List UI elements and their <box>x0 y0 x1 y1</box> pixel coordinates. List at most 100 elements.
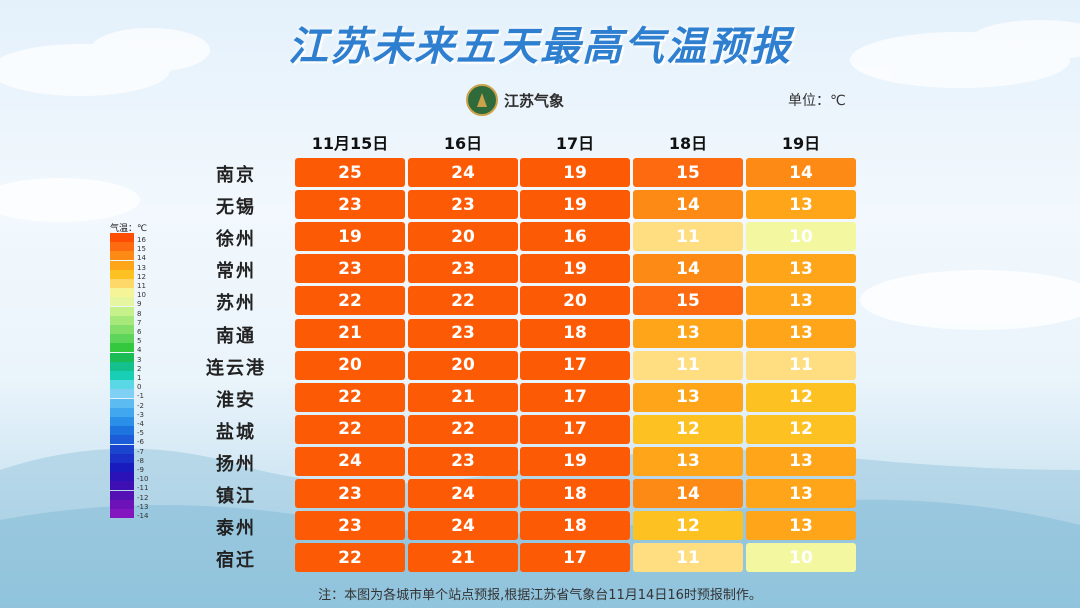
temperature-cell: 19 <box>520 446 630 476</box>
temperature-cell: 13 <box>633 318 743 348</box>
temperature-cell: 18 <box>520 511 630 541</box>
temperature-cell: 14 <box>633 254 743 284</box>
page-title: 江苏未来五天最高气温预报 <box>288 24 792 70</box>
temperature-cell: 19 <box>520 254 630 284</box>
temperature-cell: 24 <box>295 446 405 476</box>
legend-swatch <box>110 472 134 482</box>
temperature-cell: 22 <box>408 286 518 316</box>
temperature-cell: 10 <box>746 222 856 252</box>
temperature-cell: 23 <box>408 318 518 348</box>
footnote: 注：本图为各城市单个站点预报,根据江苏省气象台11月14日16时预报制作。 <box>318 588 762 603</box>
legend-label: -11 <box>137 484 149 493</box>
legend-label: 10 <box>137 291 146 300</box>
temperature-cell: 17 <box>520 414 630 444</box>
temperature-cell: 13 <box>746 446 856 476</box>
legend-label: 3 <box>137 355 142 364</box>
date-column-header: 18日 <box>668 134 708 153</box>
legend-label: -5 <box>137 429 144 438</box>
temperature-cell: 17 <box>520 382 630 412</box>
temperature-cell: 14 <box>633 479 743 508</box>
legend-swatch <box>110 499 134 509</box>
temperature-cell: 15 <box>633 158 743 187</box>
legend-swatch <box>110 490 134 500</box>
legend-swatch <box>110 398 134 408</box>
legend-swatch <box>110 509 134 518</box>
temperature-cell: 13 <box>746 286 856 316</box>
legend-swatch <box>110 325 134 334</box>
temperature-cell: 23 <box>408 446 518 476</box>
temperature-cell: 12 <box>746 382 856 412</box>
temperature-cell: 14 <box>633 190 743 220</box>
legend-swatch <box>110 269 134 279</box>
temperature-cell: 23 <box>408 190 518 220</box>
legend-swatch <box>110 233 134 242</box>
temperature-cell: 13 <box>746 190 856 220</box>
legend-swatch <box>110 389 134 399</box>
temperature-cell: 23 <box>295 254 405 284</box>
temperature-cell: 20 <box>408 350 518 380</box>
city-label: 扬州 <box>216 453 256 475</box>
temperature-cell: 21 <box>408 543 518 573</box>
temperature-cell: 18 <box>520 479 630 508</box>
temperature-cell: 19 <box>295 222 405 252</box>
legend-label: 0 <box>137 383 142 392</box>
legend-label: -13 <box>137 502 149 511</box>
city-label: 苏州 <box>216 293 256 315</box>
temperature-cell: 22 <box>295 543 405 573</box>
legend-label: 4 <box>137 346 142 355</box>
legend-swatch <box>110 481 134 491</box>
legend-swatch <box>110 297 134 307</box>
temperature-cell: 11 <box>746 350 856 380</box>
temperature-cell: 24 <box>408 511 518 541</box>
legend-label: 15 <box>137 245 146 254</box>
temperature-cell: 23 <box>408 254 518 284</box>
legend-label: -9 <box>137 466 144 474</box>
legend-swatch <box>110 343 134 353</box>
jiangsu-weather-logo: 江苏气象 <box>466 84 564 116</box>
legend-swatch <box>110 306 134 316</box>
logo-text: 江苏气象 <box>504 91 565 110</box>
legend-swatch <box>110 407 134 417</box>
legend-label: 5 <box>137 337 142 346</box>
temperature-cell: 24 <box>408 479 518 508</box>
legend-label: -10 <box>137 475 149 484</box>
legend-label: 8 <box>137 309 142 318</box>
city-label: 无锡 <box>216 197 256 219</box>
unit-label: 单位：℃ <box>788 93 846 109</box>
legend-label: -14 <box>137 512 149 520</box>
temperature-cell: 13 <box>633 446 743 476</box>
temperature-cell: 17 <box>520 350 630 380</box>
legend-swatch <box>110 463 134 472</box>
date-column-header: 19日 <box>781 134 821 153</box>
legend-swatch <box>110 352 134 362</box>
weather-emblem-icon <box>466 84 498 116</box>
legend-label: 16 <box>137 236 146 244</box>
temperature-cell: 13 <box>746 318 856 348</box>
temperature-cell: 21 <box>295 318 405 348</box>
temperature-cell: 23 <box>295 190 405 220</box>
legend-swatch <box>110 453 134 463</box>
legend-swatch <box>110 315 134 325</box>
legend-label: 2 <box>137 364 142 373</box>
city-label: 徐州 <box>216 229 256 251</box>
city-label: 盐城 <box>216 421 256 443</box>
city-label: 宿迁 <box>216 550 256 572</box>
temperature-cell: 11 <box>633 543 743 573</box>
city-label: 镇江 <box>216 486 256 507</box>
date-column-header: 17日 <box>555 134 595 153</box>
temperature-cell: 25 <box>295 158 405 187</box>
legend-swatch <box>110 361 134 371</box>
legend-swatch <box>110 242 134 252</box>
legend-label: 7 <box>137 318 142 327</box>
legend-label: 1 <box>137 374 142 382</box>
legend-label: -2 <box>137 401 144 410</box>
temperature-cell: 22 <box>295 382 405 412</box>
temperature-cell: 13 <box>746 511 856 541</box>
city-label: 泰州 <box>216 518 256 540</box>
temperature-cell: 18 <box>520 318 630 348</box>
legend-title: 气温：℃ <box>110 224 148 234</box>
legend-swatch <box>110 444 134 454</box>
legend-label: -4 <box>137 420 144 428</box>
legend-label: 6 <box>137 328 142 336</box>
legend-swatch <box>110 251 134 261</box>
